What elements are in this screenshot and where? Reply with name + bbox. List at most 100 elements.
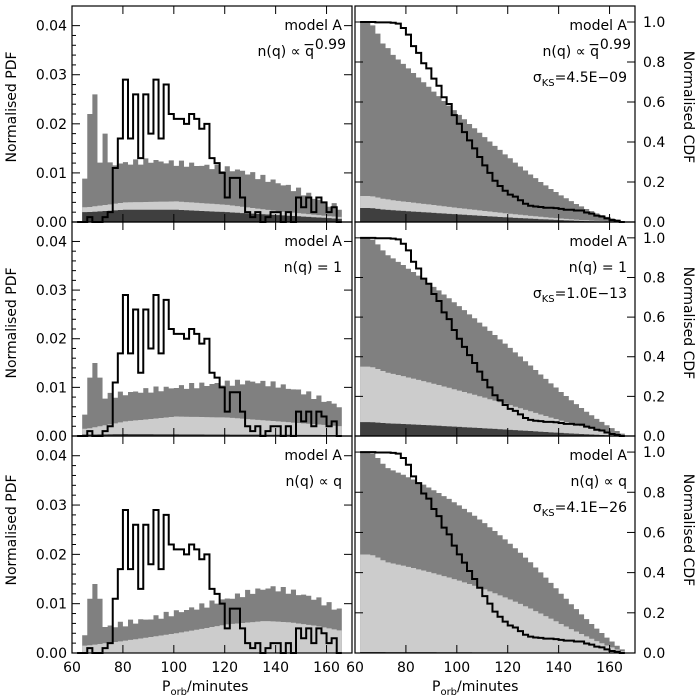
pdf-ytick-label: 0.02 [36,332,67,348]
right-ylabel-row2: Normalised CDF [680,267,696,379]
sigma-value: =1.0E−13 [555,286,627,302]
panel-row-1: 0.000.010.020.030.04 model An(q) ∝ q−0.99… [36,5,665,231]
cdf-ytick-label: 0.2 [643,389,665,405]
nq-label-cdf: n(q) = 1 [569,260,627,276]
figure-rows: 0.000.010.020.030.04 model An(q) ∝ q−0.99… [36,5,665,676]
pdf-xtick-label: 160 [313,660,340,676]
cdf-ytick-label: 0.0 [643,646,665,662]
right-xlabel-main: P [432,679,440,695]
cdf-ytick-label: 0.8 [643,55,665,71]
cdf-xtick-label: 140 [545,660,572,676]
pdf-ytick-label: 0.04 [36,19,67,35]
cdf-panel-1: 0.0 0.2 0.4 0.6 0.8 1.0 model A n(q) ∝ q−0.99 σK… [354,5,665,231]
cdf-observed-line [360,21,625,223]
model-label: model A [284,448,342,464]
cdf-ytick-label: 0.6 [643,310,665,326]
left-xlabel-rest: /minutes [187,679,248,695]
pdf-ytick-label: 0.04 [36,449,67,465]
model-label: model A [284,18,342,34]
cdf-xtick-label: 60 [346,660,364,676]
pdf-panel-3: 0.00 0.01 0.02 0.03 0.04 model A n(q) ∝ q [36,435,353,662]
sigma-value: =4.1E−26 [555,500,627,516]
sigma-ks-label: σKS=4.1E−26 [533,500,627,519]
left-xlabel-main: P [162,679,170,695]
sigma-ks-label: σKS=1.0E−13 [533,286,627,305]
pdf-observed-line [77,293,342,437]
pdf-xtick-label: 140 [262,660,289,676]
pdf-panel-1: 0.00 0.01 0.02 0.03 0.04 model A n(q) ∝ q−0.99 [36,5,353,231]
cdf-ytick-label: 0.4 [643,350,665,366]
model-label-cdf: model A [569,234,627,250]
pdf-panel-2: 0.00 0.01 0.02 0.03 0.04 model A n(q) = 1 [36,221,353,445]
nq-exponent: −0.99 [303,37,346,53]
left-ylabel-row3: Normalised PDF [4,474,20,585]
sigma-symbol: σ [533,286,542,302]
pdf-observed-line [77,78,342,223]
cdf-xtick-label: 100 [443,660,470,676]
right-ylabel-row1: Normalised CDF [680,51,696,163]
cdf-xtick-label: 160 [596,660,623,676]
left-xlabel-sub: orb [170,687,187,698]
cdf-observed-line [360,451,625,654]
cdf-model-dark-area [360,422,625,436]
model-label: model A [284,234,342,250]
pdf-xtick-label: 120 [211,660,238,676]
right-xlabel-rest: /minutes [457,679,518,695]
sigma-subscript: KS [542,508,555,519]
cdf-panel-2: 0.0 0.2 0.4 0.6 0.8 1.0 model A n(q) = 1 σKS=1.0… [354,221,665,445]
pdf-ytick-label: 0.01 [36,597,67,613]
cdf-frame [354,435,636,654]
right-xlabel-sub: orb [440,687,457,698]
panel-row-2: 0.000.010.020.030.04 model An(q) = 10.00.… [36,221,665,445]
cdf-ytick-label: 0.4 [643,135,665,151]
sigma-subscript: KS [542,78,555,89]
cdf-model-dark-area [360,208,625,222]
cdf-ytick-label: 1.0 [643,231,665,247]
pdf-ytick-label: 0.00 [36,646,67,662]
pdf-xtick-label: 80 [114,660,132,676]
pdf-observed-line [77,508,342,654]
pdf-ytick-label: 0.03 [36,498,67,514]
left-ylabel-group: Normalised PDF Normalised PDF Normalised… [4,51,20,585]
pdf-ytick-label: 0.02 [36,547,67,563]
svg-text:Porb/minutes: Porb/minutes [162,679,248,698]
nq-label-cdf: n(q) ∝ q [571,474,627,490]
svg-text:Porb/minutes: Porb/minutes [432,679,518,698]
sigma-ks-label: σKS=4.5E−09 [533,70,627,89]
panel-row-3: 0.00 0.01 0.02 0.03 0.04 model A n(q) ∝ q 0.0 0.… [36,435,665,662]
cdf-ytick-label: 0.0 [643,429,665,445]
nq-label: n(q) ∝ q [258,44,314,60]
sigma-symbol: σ [533,500,542,516]
model-label-cdf: model A [569,18,627,34]
right-ylabel-group: Normalised CDF Normalised CDF Normalised… [680,51,696,586]
pdf-ytick-label: 0.01 [36,380,67,396]
left-ylabel-row2: Normalised PDF [4,267,20,378]
cdf-ytick-label: 0.6 [643,95,665,111]
cdf-model-light-area [360,366,625,436]
cdf-ytick-label: 0.2 [643,606,665,622]
cdf-ytick-label: 0.8 [643,485,665,501]
pdf-ytick-label: 0.00 [36,429,67,445]
pdf-xtick-label: 100 [160,660,187,676]
nq-label: n(q) = 1 [284,260,342,276]
cdf-xtick-label: 120 [494,660,521,676]
right-ylabel-row3: Normalised CDF [680,474,696,586]
cdf-ytick-label: 0.2 [643,175,665,191]
cdf-ytick-label: 0.4 [643,566,665,582]
cdf-ytick-label: 0.6 [643,525,665,541]
cdf-ytick-label: 0.0 [643,215,665,231]
cdf-ytick-label: 0.8 [643,270,665,286]
pdf-ytick-label: 0.01 [36,166,67,182]
right-xlabel: Porb/minutes [432,679,518,698]
cdf-ytick-label: 1.0 [643,445,665,461]
pdf-ytick-label: 0.03 [36,283,67,299]
cdf-xtick-label: 80 [397,660,415,676]
nq-label: n(q) ∝ q [286,474,342,490]
pdf-model-total-area [77,363,342,436]
pdf-ytick-label: 0.00 [36,215,67,231]
left-xlabel: Porb/minutes [162,679,248,698]
pdf-ytick-label: 0.04 [36,234,67,250]
sigma-value: =4.5E−09 [555,70,627,86]
left-ylabel-row1: Normalised PDF [4,51,20,162]
